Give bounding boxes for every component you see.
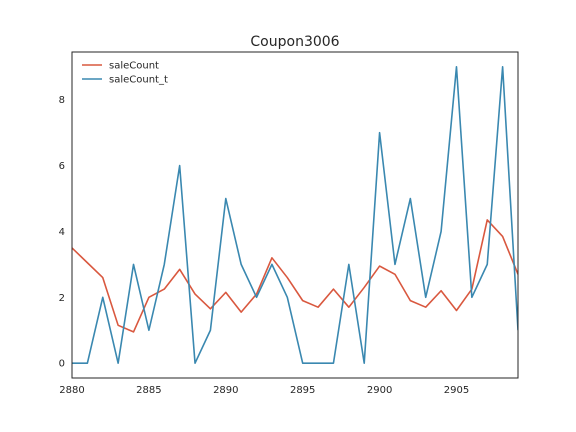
x-tick-label: 2885 [136, 385, 161, 396]
x-tick-label: 2890 [213, 385, 238, 396]
plot-frame [71, 51, 519, 379]
legend-label-1: saleCount_t [109, 75, 168, 86]
ticks-layer: 2880 2885 2890 2895 2900 2905 0 2 4 6 8 [59, 95, 470, 396]
y-tick-label: 2 [59, 293, 65, 304]
legend-label-0: saleCount [109, 61, 159, 72]
y-tick-label: 4 [59, 227, 65, 238]
series-line-0 [72, 219, 518, 333]
series-line-1 [72, 66, 518, 364]
x-tick-label: 2880 [59, 385, 84, 396]
x-tick-label: 2905 [444, 385, 469, 396]
y-tick-label: 6 [59, 161, 65, 172]
x-tick-label: 2900 [367, 385, 392, 396]
y-tick-label: 0 [59, 359, 65, 370]
series-layer [72, 66, 518, 364]
y-tick-label: 8 [59, 95, 65, 106]
x-tick-label: 2895 [290, 385, 315, 396]
legend: saleCount saleCount_t [82, 61, 168, 86]
chart-title: Coupon3006 [250, 34, 339, 50]
